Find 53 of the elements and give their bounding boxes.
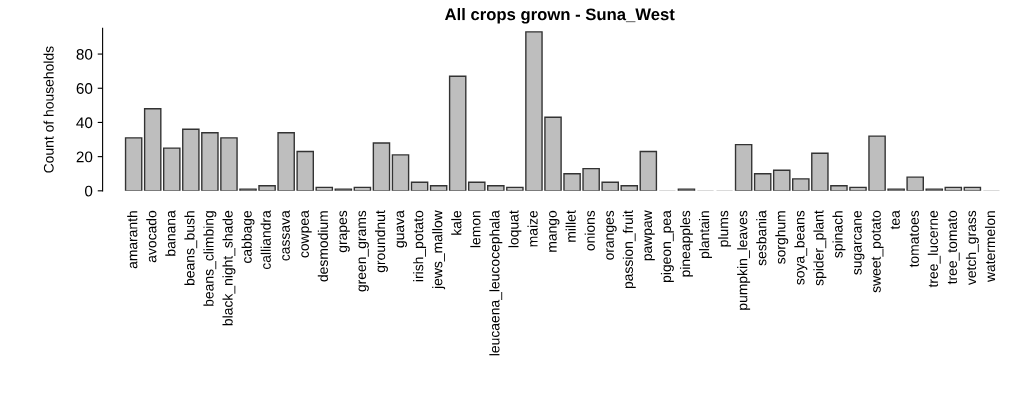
- x-tick-label: cassava: [282, 210, 290, 261]
- x-tick-label: pumpkin_leaves: [737, 210, 751, 310]
- x-tick-label: loquat: [508, 210, 522, 248]
- x-tick-label: cabbage: [241, 210, 255, 263]
- x-tick-label: spinach: [832, 211, 846, 258]
- x-tick-label: tomatoes: [909, 210, 919, 268]
- x-tick-label: black_night_shade: [222, 210, 236, 326]
- x-tick-label: passion_fruit: [622, 210, 636, 289]
- x-tick-label: banana: [165, 210, 176, 256]
- x-tick-label: vetch_grass: [965, 210, 979, 286]
- x-tick-label: plums: [718, 210, 732, 247]
- y-tick-label: 0: [84, 185, 93, 197]
- y-tick-label: 20: [76, 151, 93, 163]
- x-tick-label: tree_lucerne: [927, 210, 941, 288]
- x-tick-label: green_grams: [358, 210, 369, 292]
- x-tick-label: sesbania: [756, 210, 767, 266]
- x-tick-label: maize: [527, 210, 538, 247]
- x-tick-label: groundnut: [374, 210, 388, 273]
- x-tick-label: amaranth: [127, 211, 138, 269]
- x-tick-label: cowpea: [301, 210, 312, 258]
- x-tick-label: kale: [451, 210, 462, 235]
- chart-title: All crops grown - Suna_West: [444, 8, 675, 24]
- x-tick-label: pawpaw: [644, 210, 655, 261]
- x-tick-label: guava: [396, 210, 407, 248]
- x-tick-label: tree_tomato: [947, 210, 960, 285]
- x-tick-label: irish_potato: [413, 210, 427, 282]
- x-tick-label: avocado: [146, 210, 157, 263]
- y-tick-label: 60: [76, 83, 93, 94]
- y-axis-title: Count of households: [43, 46, 54, 173]
- x-tick-label: calliandra: [260, 210, 271, 270]
- x-tick-label: leucaena_leucocephala: [489, 210, 503, 356]
- x-tick-label: oranges: [606, 210, 617, 260]
- x-tick-label: mango: [549, 210, 560, 252]
- x-tick-label: watermelon: [984, 211, 996, 283]
- x-tick-label: beans_bush: [184, 211, 198, 286]
- x-tick-label: pigeon_pea: [660, 210, 674, 282]
- x-tick-label: tea: [890, 210, 900, 230]
- y-tick-label: 40: [76, 117, 93, 129]
- x-tick-label: sweet_potato: [871, 210, 884, 293]
- x-tick-label: onions: [584, 210, 595, 251]
- x-tick-label: beans_climbing: [203, 211, 217, 306]
- x-tick-label: lemon: [470, 211, 481, 248]
- x-tick-label: grapes: [339, 210, 350, 253]
- x-tick-label: jews_mallow: [432, 210, 446, 290]
- x-tick-label: spider_plant: [813, 210, 827, 286]
- x-tick-label: sugarcane: [854, 210, 865, 275]
- x-tick-label: desmodium: [317, 211, 328, 282]
- x-tick-label: soya_beans: [794, 210, 808, 285]
- x-tick-label: sorghum: [775, 211, 789, 264]
- x-tick-label: millet: [565, 210, 576, 242]
- y-tick-label: 80: [76, 48, 93, 60]
- x-tick-label: plantain: [699, 211, 712, 259]
- x-tick-label: pineapples: [679, 210, 693, 277]
